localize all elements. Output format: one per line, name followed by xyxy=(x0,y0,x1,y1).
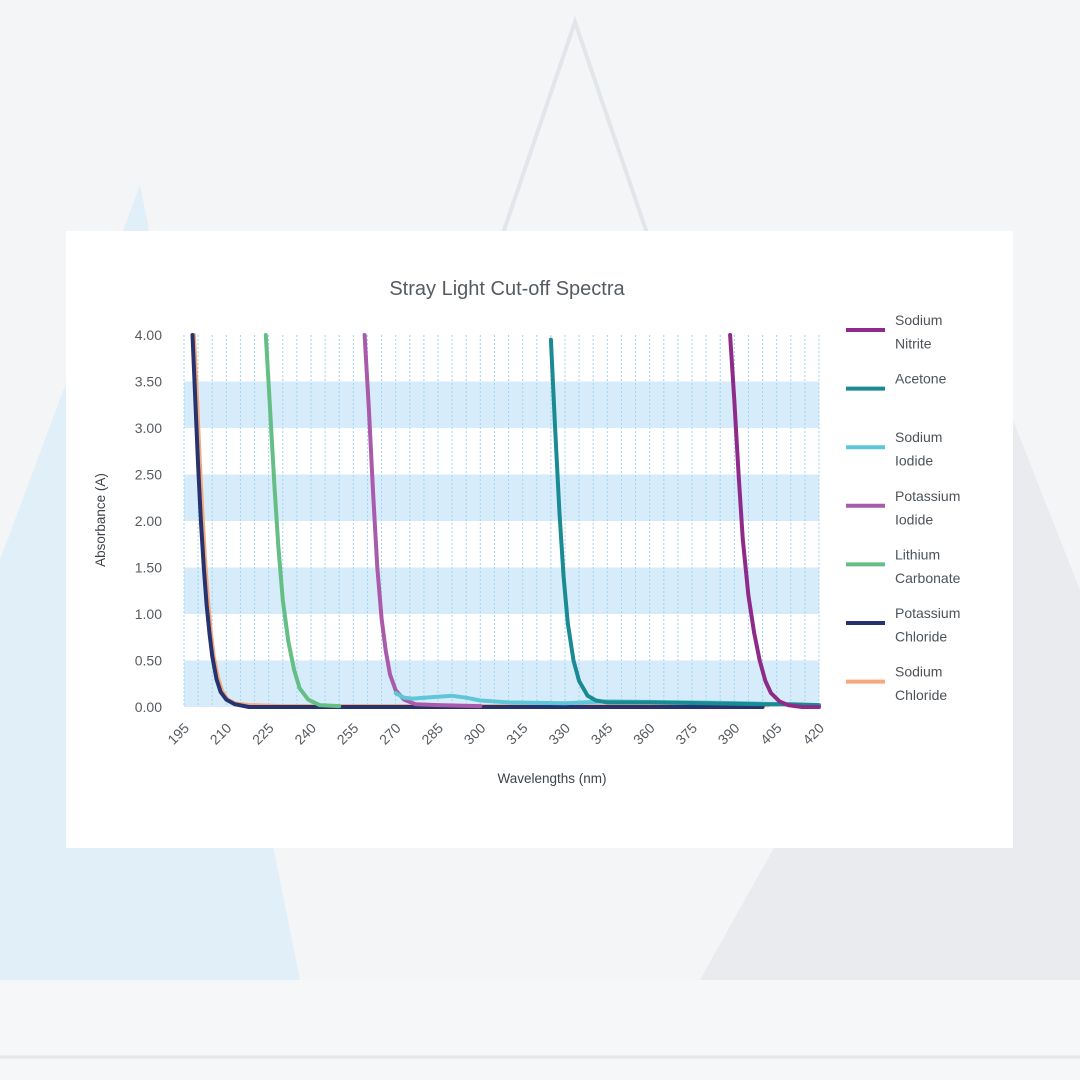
x-tick-label: 375 xyxy=(672,720,700,748)
x-tick-label: 210 xyxy=(207,720,235,748)
x-tick-label: 285 xyxy=(418,720,446,748)
y-tick-label: 0.00 xyxy=(135,699,162,715)
series-line xyxy=(728,333,821,709)
x-tick-label: 345 xyxy=(588,720,616,748)
legend-item: Potassium Chloride xyxy=(846,605,960,645)
legend-item: Sodium Nitrite xyxy=(846,312,942,352)
legend-label: Sodium xyxy=(895,664,942,680)
legend-item: Potassium Iodide xyxy=(846,488,960,527)
legend-label: Iodide xyxy=(895,511,933,527)
grid-band xyxy=(184,474,819,521)
legend-label: Chloride xyxy=(895,629,947,645)
ground-band xyxy=(0,980,1080,1080)
legend-label: Chloride xyxy=(895,687,947,703)
y-tick-label: 3.00 xyxy=(135,420,162,436)
chart-title: Stray Light Cut-off Spectra xyxy=(389,278,625,300)
horizontal-bands xyxy=(184,381,819,707)
grid-band xyxy=(184,567,819,614)
x-tick-label: 195 xyxy=(164,720,192,748)
grid-band xyxy=(184,660,819,707)
x-tick-label: 330 xyxy=(545,720,573,748)
y-tick-labels: 0.00 0.50 1.00 1.50 2.00 2.50 3.00 3.50 4.00 xyxy=(135,327,162,715)
legend-label: Acetone xyxy=(895,371,947,387)
x-axis-label: Wavelengths (nm) xyxy=(497,771,606,786)
x-tick-label: 300 xyxy=(461,720,489,748)
x-tick-label: 225 xyxy=(249,720,277,748)
chart-svg: 0.00 0.50 1.00 1.50 2.00 2.50 3.00 3.50 4.00 195… xyxy=(93,278,961,786)
legend: SodiumNitriteAcetoneSodiumIodidePotassiu… xyxy=(846,312,961,703)
x-tick-label: 270 xyxy=(376,720,404,748)
y-tick-label: 0.50 xyxy=(135,653,162,669)
x-tick-label: 255 xyxy=(334,720,362,748)
y-tick-label: 1.00 xyxy=(135,606,162,622)
x-tick-label: 360 xyxy=(630,720,658,748)
legend-item: Acetone xyxy=(846,371,947,391)
grid-band xyxy=(184,381,819,428)
legend-item: Sodium Iodide xyxy=(846,429,942,469)
chart-card: 0.00 0.50 1.00 1.50 2.00 2.50 3.00 3.50 4.00 195… xyxy=(66,231,1013,848)
y-tick-label: 4.00 xyxy=(135,327,162,343)
legend-label: Nitrite xyxy=(895,336,932,352)
y-axis-label: Absorbance (A) xyxy=(93,473,108,567)
x-tick-labels: 195 210 225 240 255 270 285 300 315 330 345 360 375 3… xyxy=(164,720,827,748)
y-tick-label: 1.50 xyxy=(135,560,162,576)
x-tick-label: 420 xyxy=(799,720,827,748)
legend-label: Iodide xyxy=(895,453,933,469)
x-tick-label: 240 xyxy=(291,720,319,748)
legend-label: Potassium xyxy=(895,488,960,504)
y-tick-label: 3.50 xyxy=(135,374,162,390)
x-tick-label: 405 xyxy=(757,720,785,748)
legend-label: Carbonate xyxy=(895,570,961,586)
series-lines xyxy=(190,333,821,709)
y-tick-label: 2.00 xyxy=(135,513,162,529)
legend-label: Sodium xyxy=(895,429,942,445)
legend-label: Potassium xyxy=(895,605,960,621)
legend-item: Lithium Carbonate xyxy=(846,546,961,586)
legend-label: Sodium xyxy=(895,312,942,328)
legend-item: Sodium Chloride xyxy=(846,664,947,703)
series-line xyxy=(548,337,821,708)
x-tick-label: 315 xyxy=(503,720,531,748)
legend-label: Lithium xyxy=(895,546,940,562)
y-tick-label: 2.50 xyxy=(135,467,162,483)
series-line xyxy=(263,333,342,709)
series-line xyxy=(362,333,483,709)
x-tick-label: 390 xyxy=(715,720,743,748)
